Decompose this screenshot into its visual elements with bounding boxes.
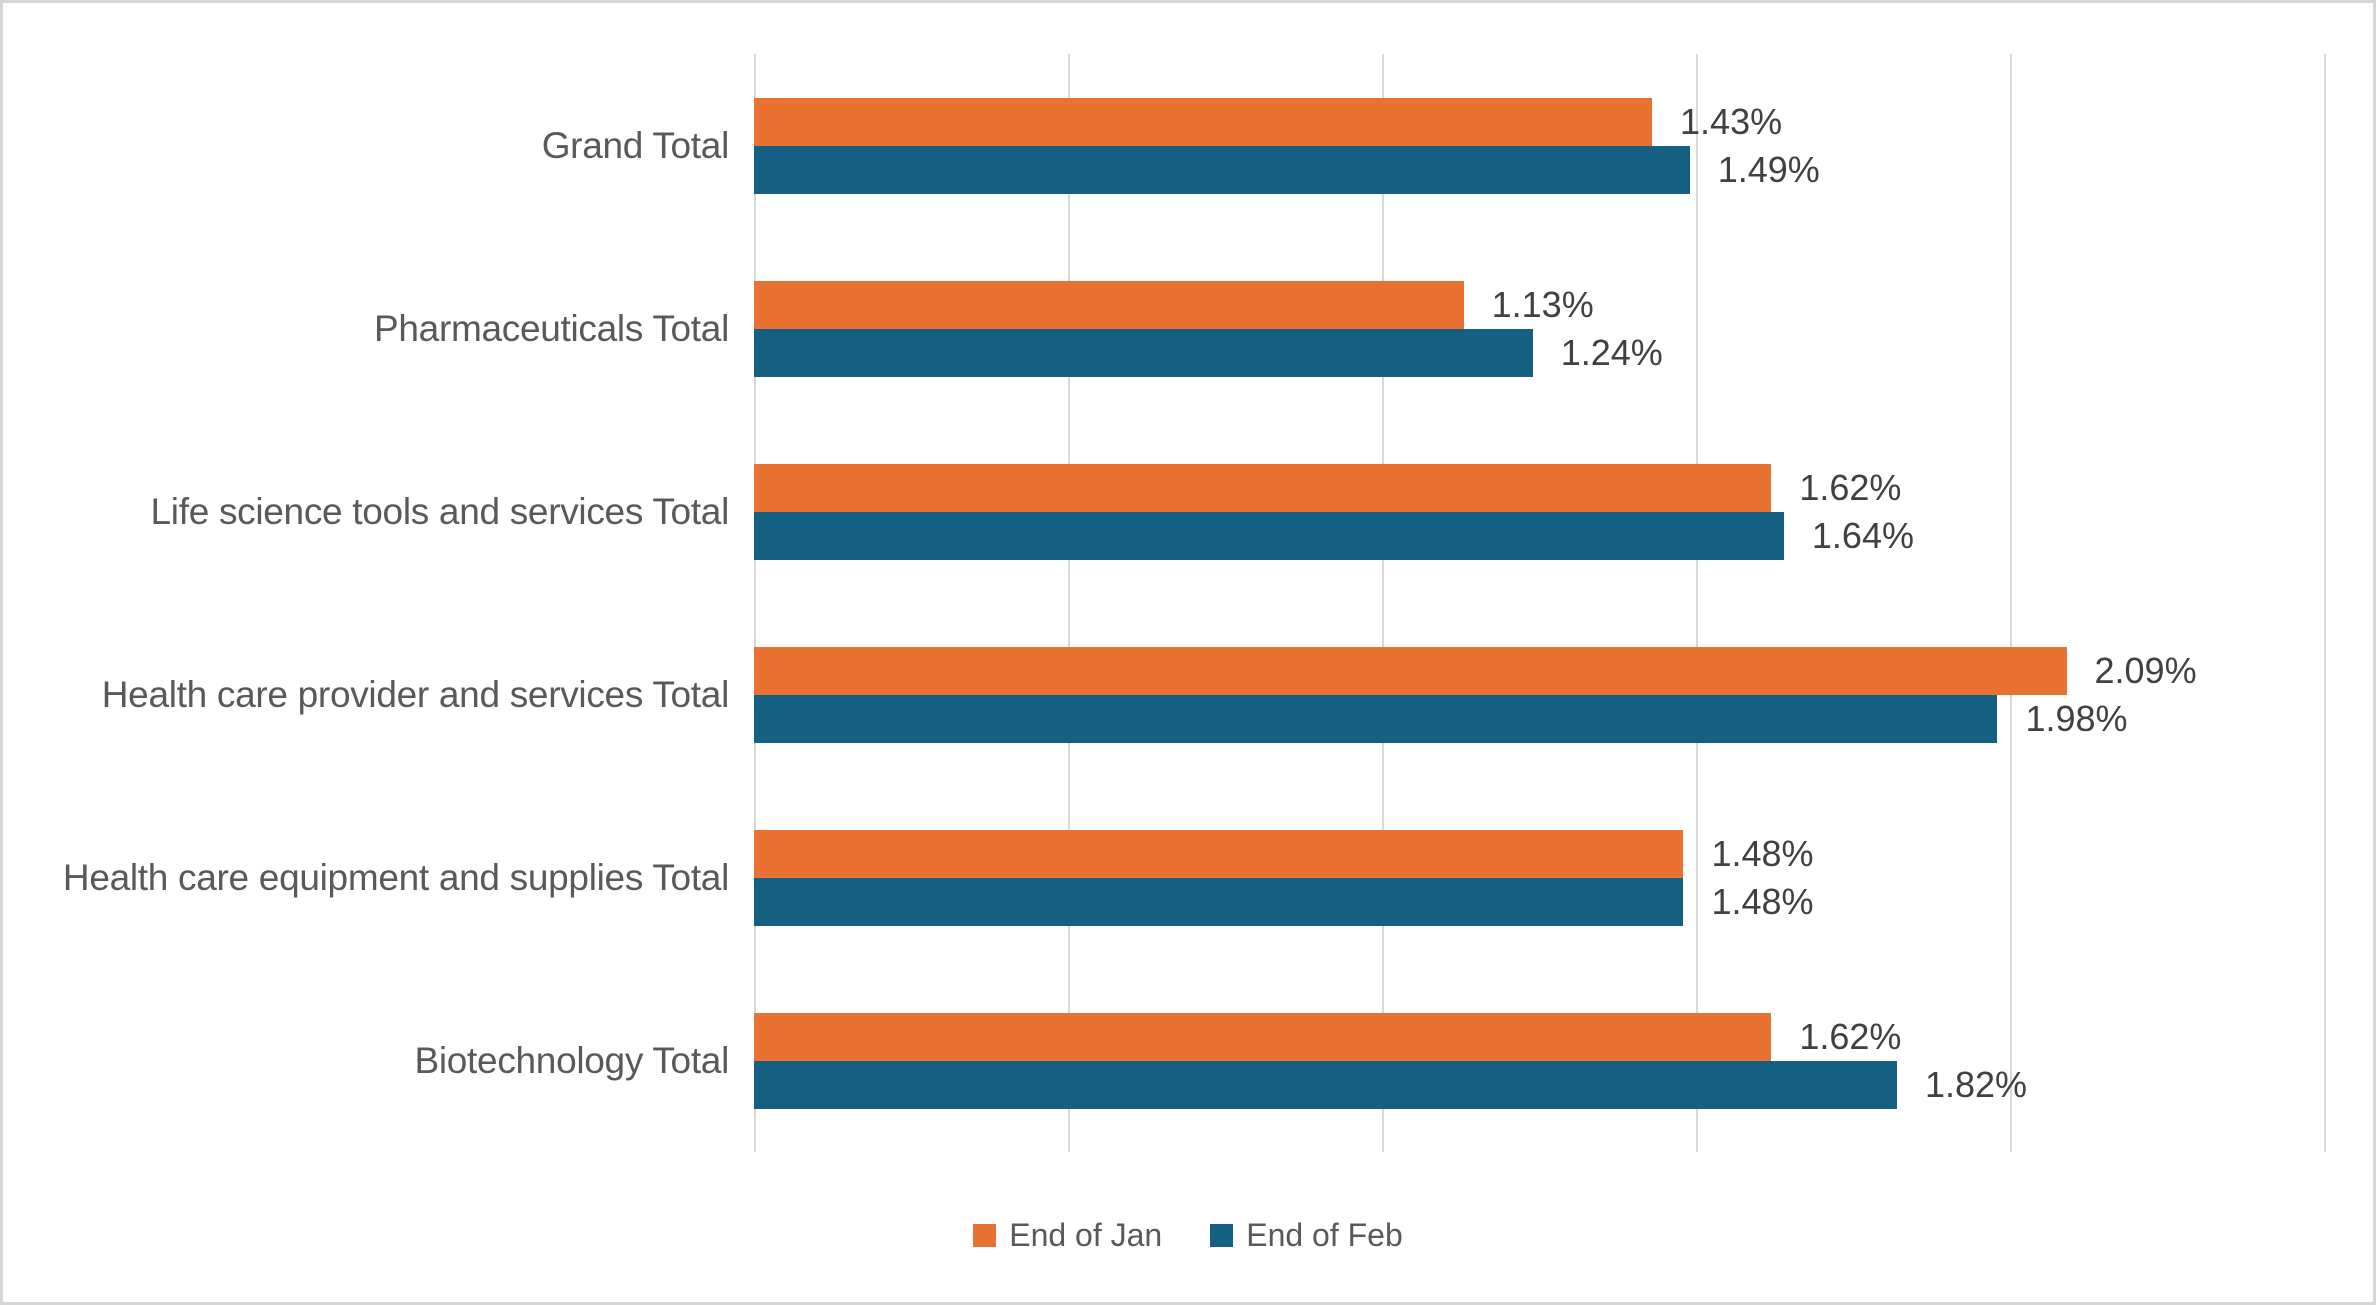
- gridline: [2324, 54, 2326, 1152]
- data-label-end-of-jan: 1.62%: [1799, 466, 1902, 508]
- bar-end-of-feb[interactable]: [754, 145, 1690, 194]
- category-label: Life science tools and services Total: [150, 490, 730, 532]
- data-label-end-of-jan: 1.48%: [1711, 832, 1814, 874]
- category-row-health-care-equipment-and-supplies-total: Health care equipment and supplies Total…: [3, 786, 2373, 969]
- data-label-end-of-jan: 1.62%: [1799, 1015, 1902, 1057]
- bar-end-of-feb[interactable]: [754, 511, 1784, 560]
- data-label-end-of-jan: 1.13%: [1491, 283, 1594, 325]
- data-label-end-of-feb: 1.24%: [1560, 331, 1663, 373]
- data-label-end-of-feb: 1.49%: [1717, 148, 1820, 190]
- bar-end-of-feb[interactable]: [754, 328, 1533, 377]
- gridline: [2010, 54, 2012, 1152]
- bar-end-of-jan[interactable]: [754, 1012, 1772, 1061]
- category-label: Pharmaceuticals Total: [374, 307, 729, 349]
- bar-end-of-feb[interactable]: [754, 694, 1998, 743]
- category-label: Biotechnology Total: [414, 1039, 729, 1081]
- category-axis-line: [754, 54, 756, 1152]
- data-label-end-of-jan: 2.09%: [2094, 649, 2197, 691]
- category-row-health-care-provider-and-services-total: Health care provider and services Total 2…: [3, 603, 2373, 786]
- data-label-end-of-feb: 1.98%: [2025, 697, 2128, 739]
- category-row-grand-total: Grand Total 1.43% 1.49%: [3, 54, 2373, 237]
- bar-end-of-jan[interactable]: [754, 829, 1684, 878]
- bar-end-of-feb[interactable]: [754, 1060, 1897, 1109]
- gridline: [1696, 54, 1698, 1152]
- category-label: Health care equipment and supplies Total: [62, 856, 729, 898]
- legend: End of Jan End of Feb: [3, 1217, 2373, 1254]
- legend-label: End of Feb: [1246, 1217, 1403, 1253]
- category-row-life-science-tools-and-services-total: Life science tools and services Total 1.6…: [3, 420, 2373, 603]
- legend-label: End of Jan: [1009, 1217, 1163, 1253]
- data-label-end-of-feb: 1.64%: [1811, 514, 1914, 556]
- bar-end-of-feb[interactable]: [754, 877, 1684, 926]
- bar-end-of-jan[interactable]: [754, 646, 2067, 695]
- bar-end-of-jan[interactable]: [754, 280, 1464, 329]
- category-label: Grand Total: [541, 124, 730, 166]
- legend-item-end-of-feb[interactable]: End of Feb: [1210, 1217, 1403, 1254]
- data-label-end-of-jan: 1.43%: [1680, 100, 1783, 142]
- category-row-pharmaceuticals-total: Pharmaceuticals Total 1.13% 1.24%: [3, 237, 2373, 420]
- category-row-biotechnology-total: Biotechnology Total 1.62% 1.82%: [3, 969, 2373, 1152]
- gridline: [1068, 54, 1070, 1152]
- data-label-end-of-feb: 1.82%: [1924, 1063, 2028, 1105]
- category-label: Health care provider and services Total: [101, 673, 730, 715]
- plot-area: Grand Total 1.43% 1.49% Pharmaceuticals Tot…: [3, 3, 2373, 1302]
- legend-swatch-icon: [973, 1224, 997, 1247]
- gridline: [1382, 54, 1384, 1152]
- bar-end-of-jan[interactable]: [754, 97, 1653, 146]
- legend-swatch-icon: [1210, 1224, 1234, 1247]
- legend-item-end-of-jan[interactable]: End of Jan: [973, 1217, 1162, 1254]
- bar-end-of-jan[interactable]: [754, 463, 1772, 512]
- data-label-end-of-feb: 1.48%: [1711, 880, 1814, 922]
